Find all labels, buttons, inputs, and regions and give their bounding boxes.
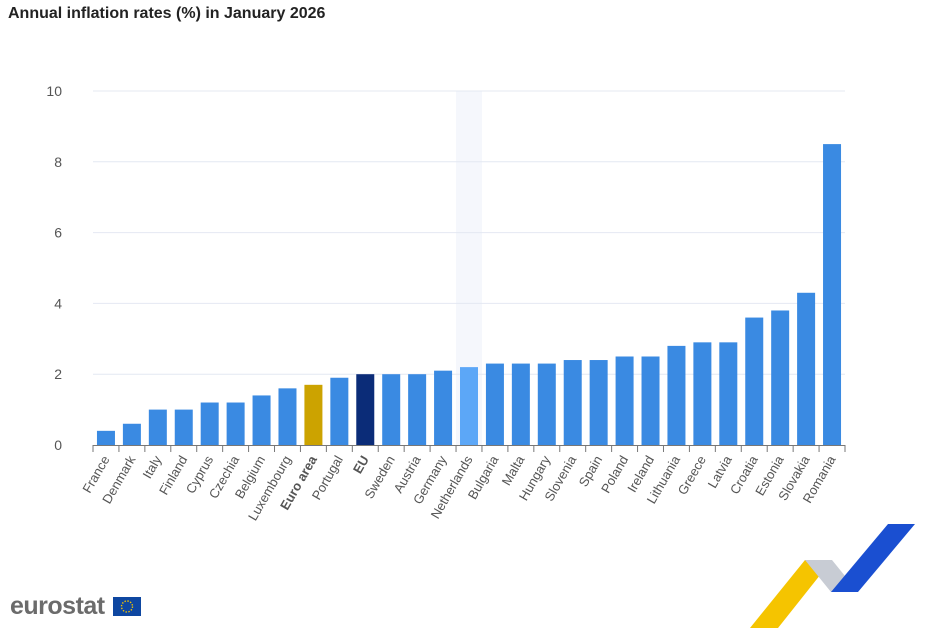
bar-croatia[interactable] (745, 317, 764, 445)
bar-romania[interactable] (823, 144, 842, 445)
y-tick-label: 10 (46, 83, 62, 99)
bar-hungary[interactable] (537, 363, 556, 445)
bar-estonia[interactable] (771, 310, 790, 445)
bar-germany[interactable] (434, 370, 453, 445)
y-tick-label: 2 (54, 366, 62, 382)
y-tick-label: 6 (54, 225, 62, 241)
bar-netherlands[interactable] (460, 367, 478, 445)
chart-title: Annual inflation rates (%) in January 20… (8, 5, 326, 22)
bar-slovenia[interactable] (563, 360, 582, 445)
bar-cyprus[interactable] (200, 402, 219, 445)
bar-czechia[interactable] (226, 402, 245, 445)
bar-sweden[interactable] (382, 374, 401, 445)
bar-spain[interactable] (589, 360, 608, 445)
bar-slovakia[interactable] (797, 292, 816, 445)
bar-ireland[interactable] (641, 356, 660, 446)
bar-malta[interactable] (511, 363, 530, 445)
logo-text: eurostat (10, 592, 105, 620)
bar-eu[interactable] (356, 374, 375, 445)
bar-france[interactable] (96, 430, 115, 445)
bar-bulgaria[interactable] (485, 363, 504, 445)
eurostat-logo: eurostat (10, 592, 142, 621)
y-tick-label: 0 (54, 437, 62, 453)
bar-latvia[interactable] (719, 342, 738, 445)
bar-luxembourg[interactable] (278, 388, 297, 445)
eu-flag-icon (113, 597, 142, 616)
bar-belgium[interactable] (252, 395, 271, 445)
bar-lithuania[interactable] (667, 345, 686, 445)
bar-denmark[interactable] (122, 423, 141, 445)
y-tick-label: 8 (54, 154, 62, 170)
bar-poland[interactable] (615, 356, 634, 446)
bar-euro-area[interactable] (304, 384, 323, 445)
bar-finland[interactable] (174, 409, 193, 445)
bar-austria[interactable] (408, 374, 427, 445)
y-tick-label: 4 (54, 295, 62, 311)
bar-italy[interactable] (148, 409, 167, 445)
bar-portugal[interactable] (330, 377, 349, 445)
bar-greece[interactable] (693, 342, 712, 445)
